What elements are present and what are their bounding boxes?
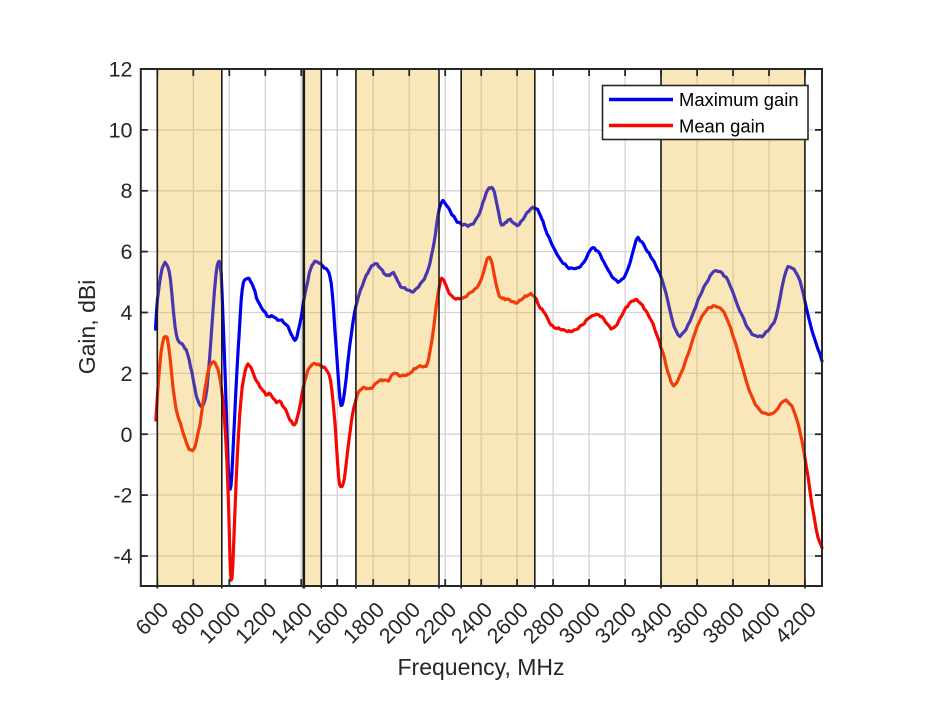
svg-text:-2: -2 xyxy=(113,484,132,508)
svg-text:6: 6 xyxy=(121,240,133,264)
svg-text:8: 8 xyxy=(121,179,133,203)
svg-text:Maximum gain: Maximum gain xyxy=(679,89,799,110)
svg-text:Gain, dBi: Gain, dBi xyxy=(74,280,100,375)
svg-text:Frequency, MHz: Frequency, MHz xyxy=(397,654,564,680)
svg-text:0: 0 xyxy=(121,423,133,447)
svg-text:4: 4 xyxy=(121,301,133,325)
svg-text:2: 2 xyxy=(121,362,133,386)
svg-text:Mean gain: Mean gain xyxy=(679,115,765,136)
svg-text:10: 10 xyxy=(109,118,133,142)
svg-text:12: 12 xyxy=(109,58,133,82)
svg-text:-4: -4 xyxy=(113,545,132,569)
